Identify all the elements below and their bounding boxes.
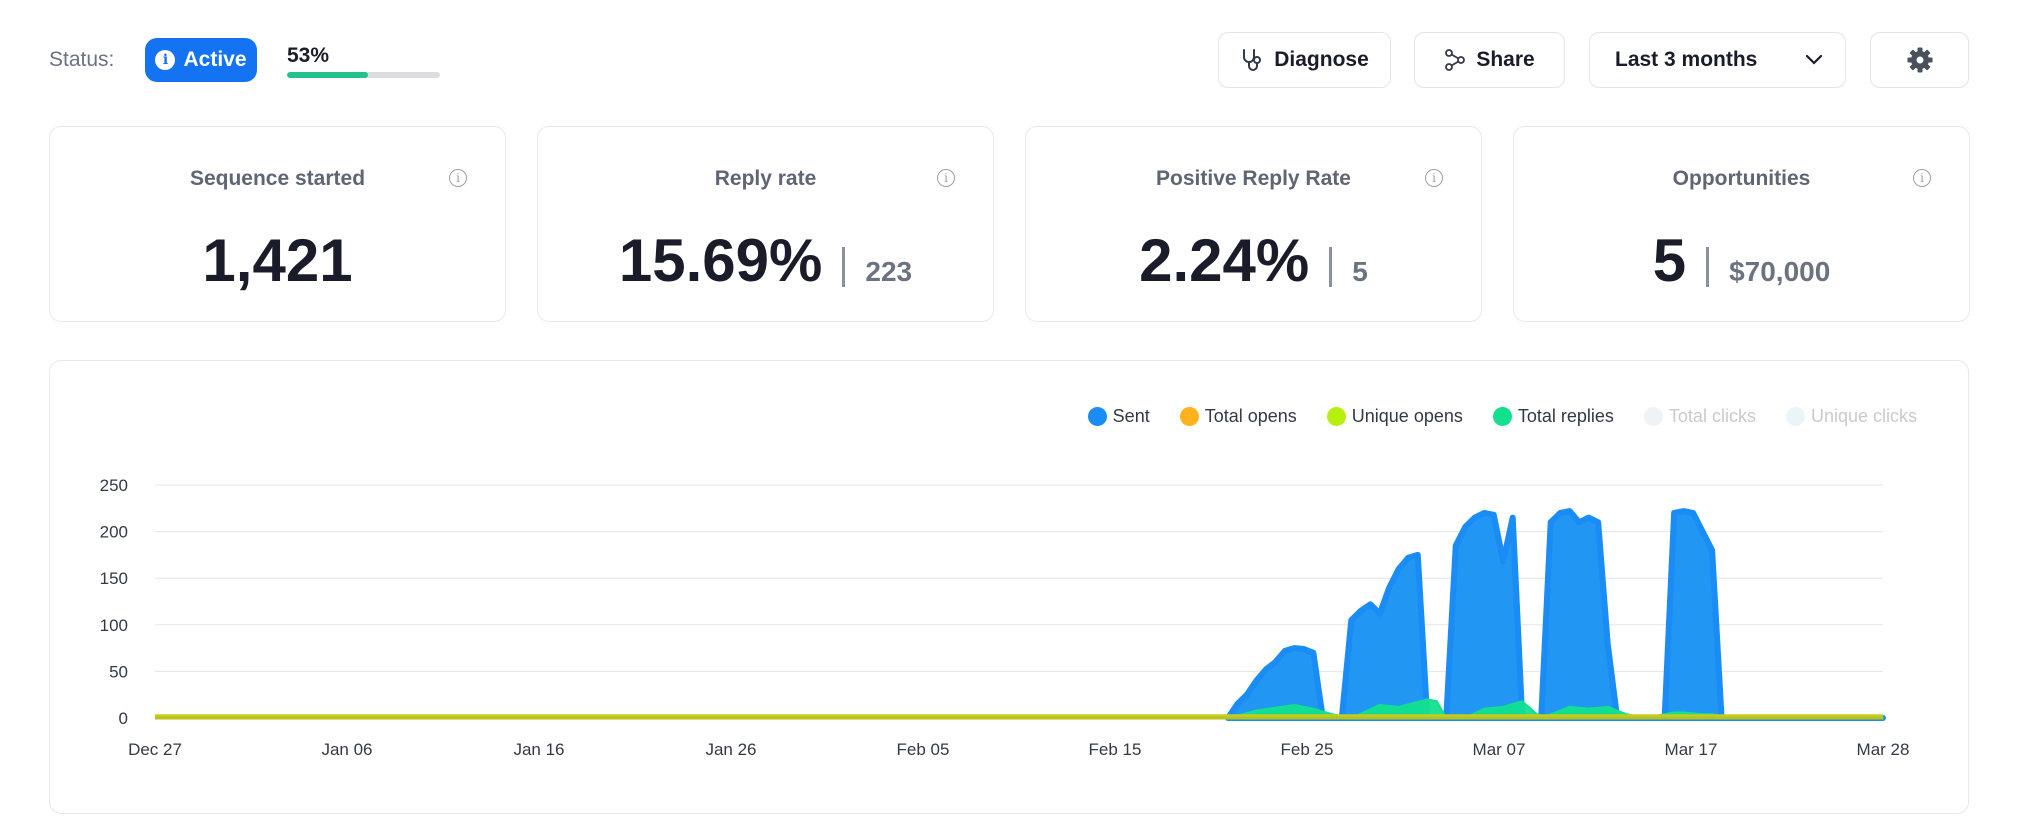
gear-icon (1907, 47, 1932, 73)
x-tick-label: Dec 27 (128, 740, 182, 759)
info-icon[interactable]: i (449, 169, 467, 187)
share-button[interactable]: Share (1414, 32, 1565, 88)
stethoscope-icon (1243, 49, 1262, 71)
date-range-label: Last 3 months (1615, 48, 1758, 71)
card-title: Sequence started (189, 167, 366, 190)
divider (842, 247, 846, 287)
divider (1329, 247, 1333, 287)
info-icon[interactable]: i (937, 169, 955, 187)
legend-label: Total clicks (1668, 406, 1756, 426)
stat-card-sequence-started: Sequence started i 1,421 (49, 126, 506, 322)
series-area-sent (1224, 508, 1886, 721)
stat-card-opportunities: Opportunities i 5 $70,000 (1513, 126, 1970, 322)
status-badge-label: Active (183, 48, 247, 71)
x-tick-label: Mar 28 (1857, 740, 1910, 759)
card-value-row: 15.69% 223 (538, 231, 993, 291)
chart-card (49, 360, 1969, 814)
stat-card-reply-rate: Reply rate i 15.69% 223 (537, 126, 994, 322)
x-tick-label: Mar 17 (1665, 740, 1718, 759)
legend-label: Sent (1112, 406, 1150, 426)
stat-card-positive-reply-rate: Positive Reply Rate i 2.24% 5 (1025, 126, 1482, 322)
x-tick-label: Feb 05 (897, 740, 950, 759)
info-icon: i (155, 50, 176, 70)
info-icon[interactable]: i (1913, 169, 1931, 187)
legend-label: Total replies (1517, 406, 1614, 426)
series-area-total-opens (155, 714, 1883, 718)
y-tick-label: 200 (100, 523, 128, 542)
y-tick-label: 150 (100, 569, 128, 588)
legend-dot (1179, 407, 1199, 426)
legend-label: Total opens (1204, 406, 1297, 426)
card-subvalue: 223 (865, 256, 913, 287)
settings-button[interactable] (1870, 32, 1969, 88)
legend-item[interactable]: Total replies (1492, 406, 1614, 427)
x-tick-label: Mar 07 (1473, 740, 1526, 759)
x-tick-label: Jan 16 (513, 740, 564, 759)
info-icon[interactable]: i (1425, 169, 1443, 187)
legend-label: Unique opens (1351, 406, 1463, 426)
legend-dot (1087, 407, 1107, 426)
card-subvalue: $70,000 (1729, 256, 1831, 287)
x-tick-label: Feb 25 (1281, 740, 1334, 759)
diagnose-button[interactable]: Diagnose (1218, 32, 1391, 88)
legend-dot (1492, 407, 1512, 426)
date-range-select[interactable]: Last 3 months (1589, 32, 1846, 88)
y-tick-label: 100 (100, 616, 128, 635)
legend-item[interactable]: Unique clicks (1785, 406, 1917, 427)
progress-bar (287, 72, 440, 78)
card-subvalue: 5 (1352, 256, 1368, 287)
x-tick-label: Jan 26 (705, 740, 756, 759)
card-value: 1,421 (202, 227, 353, 294)
diagnose-label: Diagnose (1274, 48, 1369, 71)
chevron-down-icon (1805, 54, 1823, 65)
card-value-row: 2.24% 5 (1026, 231, 1481, 291)
legend-item[interactable]: Unique opens (1326, 406, 1463, 427)
legend-dot (1785, 407, 1805, 426)
legend-dot (1326, 407, 1346, 426)
x-tick-label: Jan 06 (321, 740, 372, 759)
legend-label: Unique clicks (1810, 406, 1917, 426)
card-value: 5 (1652, 227, 1687, 294)
card-title: Opportunities (1672, 167, 1811, 190)
divider (1706, 247, 1710, 287)
y-tick-label: 250 (100, 476, 128, 495)
legend-dot (1643, 407, 1663, 426)
status-badge[interactable]: i Active (145, 38, 257, 82)
card-value-row: 5 $70,000 (1514, 231, 1969, 291)
y-tick-label: 50 (109, 662, 128, 681)
chart-legend: Sent Total opens Unique opens Total replies… (1087, 406, 1917, 427)
legend-item[interactable]: Sent (1087, 406, 1150, 427)
card-title: Positive Reply Rate (1156, 167, 1351, 190)
progress-percent: 53% (287, 44, 330, 67)
status-label: Status: (49, 48, 115, 71)
share-label: Share (1476, 48, 1535, 71)
x-tick-label: Feb 15 (1089, 740, 1142, 759)
legend-item[interactable]: Total opens (1179, 406, 1297, 427)
card-value-row: 1,421 (50, 231, 505, 291)
card-value: 15.69% (618, 227, 823, 294)
y-tick-label: 0 (119, 709, 128, 728)
card-value: 2.24% (1139, 227, 1310, 294)
legend-item[interactable]: Total clicks (1643, 406, 1756, 427)
progress-fill (287, 72, 369, 78)
card-title: Reply rate (714, 167, 817, 190)
share-icon (1445, 49, 1466, 71)
